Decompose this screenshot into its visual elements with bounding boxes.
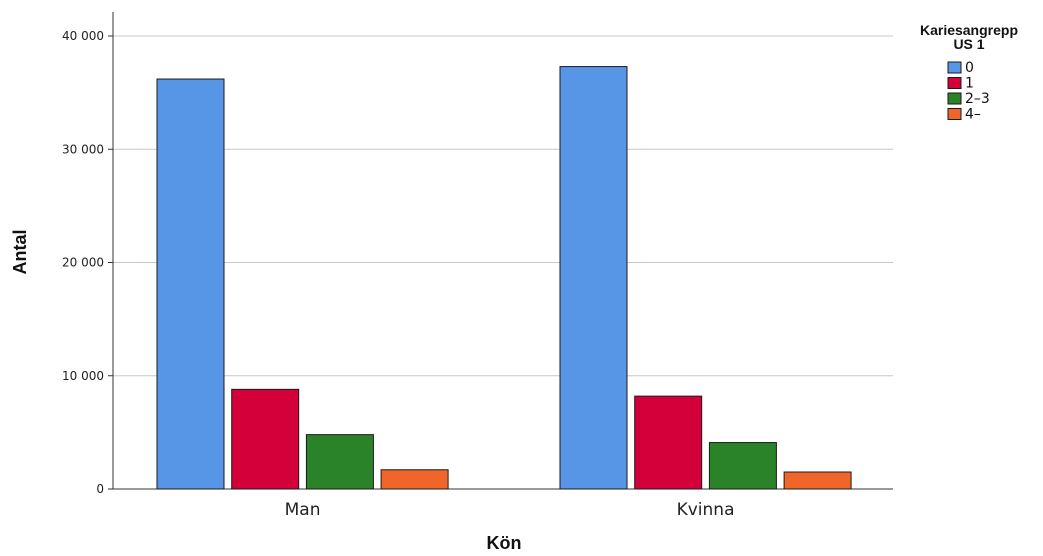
x-axis-categories: Man Kvinna <box>285 500 735 520</box>
legend: Kariesangrepp US 1 012–34– <box>920 22 1018 123</box>
legend-swatch <box>947 77 962 89</box>
y-tick-label: 20 000 <box>62 256 104 270</box>
legend-label: 1 <box>965 76 974 92</box>
legend-swatch <box>947 92 962 105</box>
bar <box>783 471 852 490</box>
y-axis-ticks: 0 10 000 20 000 30 000 40 000 <box>62 29 113 496</box>
bar <box>231 388 300 490</box>
y-tick-label: 0 <box>96 482 104 496</box>
bars <box>156 66 852 490</box>
gridlines <box>113 35 893 377</box>
legend-items: 012–34– <box>947 60 990 123</box>
legend-title-line1: Kariesangrepp <box>920 22 1018 38</box>
y-axis-title: Antal <box>10 230 30 275</box>
x-axis-title: Kön <box>487 533 522 553</box>
bar <box>708 442 777 490</box>
legend-label: 2–3 <box>965 91 990 107</box>
bar <box>559 66 628 490</box>
bar <box>156 78 225 490</box>
legend-title-line2: US 1 <box>953 36 984 52</box>
x-category-label: Kvinna <box>677 500 735 520</box>
legend-label: 0 <box>965 60 974 76</box>
bar <box>380 469 449 490</box>
legend-swatch <box>947 61 962 74</box>
bar <box>634 395 703 490</box>
bar <box>305 434 374 490</box>
legend-label: 4– <box>965 107 981 123</box>
x-category-label: Man <box>285 500 321 520</box>
y-tick-label: 10 000 <box>62 369 104 383</box>
y-tick-label: 30 000 <box>62 142 104 156</box>
y-tick-label: 40 000 <box>62 29 104 43</box>
legend-swatch <box>947 108 962 120</box>
